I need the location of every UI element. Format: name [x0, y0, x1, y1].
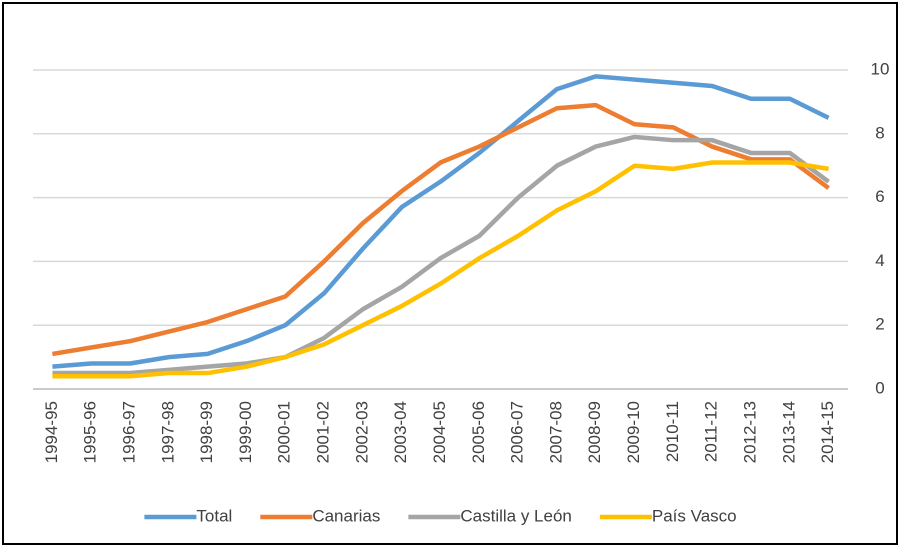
- y-tick-label: 10: [871, 59, 890, 78]
- legend-label: Castilla y León: [460, 506, 572, 525]
- x-tick-label: 2001-02: [314, 401, 333, 463]
- x-tick-label: 1997-98: [158, 401, 177, 463]
- y-tick-label: 8: [875, 123, 884, 142]
- x-tick-label: 2007-08: [546, 401, 565, 463]
- x-tick-label: 2010-11: [663, 401, 682, 462]
- x-tick-label: 2000-01: [275, 401, 294, 463]
- series-line: [52, 134, 830, 376]
- x-tick-label: 2002-03: [352, 401, 371, 463]
- x-tick-label: 2014-15: [818, 401, 837, 463]
- x-tick-label: 2004-05: [430, 401, 449, 463]
- x-tick-label: 1998-99: [197, 401, 216, 463]
- x-tick-label: 1996-97: [120, 401, 139, 463]
- legend: Total Canarias Castilla y León País Vasco: [144, 506, 737, 525]
- y-tick-label: 0: [875, 378, 884, 397]
- y-tick-label: 2: [875, 315, 884, 334]
- series-line: [52, 160, 829, 379]
- y-tick-label: 6: [875, 187, 884, 206]
- series-line: [52, 74, 830, 369]
- x-tick-label: 2006-07: [508, 401, 527, 463]
- x-tick-label: 1999-00: [236, 401, 255, 463]
- x-tick-label: 2012-13: [740, 401, 759, 463]
- x-tick-label: 2009-10: [624, 401, 643, 463]
- x-tick-label: 1994-95: [42, 401, 61, 463]
- x-tick-label: 2003-04: [391, 401, 410, 463]
- x-tick-label: 2013-14: [779, 401, 798, 463]
- x-tick-label: 2011-12: [702, 401, 721, 462]
- legend-label: País Vasco: [652, 506, 737, 525]
- legend-label: Total: [196, 506, 232, 525]
- legend-label: Canarias: [312, 506, 380, 525]
- x-tick-label: 2005-06: [469, 401, 488, 463]
- y-tick-label: 4: [875, 251, 884, 270]
- x-tick-label: 2008-09: [585, 401, 604, 463]
- x-tick-label: 1995-96: [81, 401, 100, 463]
